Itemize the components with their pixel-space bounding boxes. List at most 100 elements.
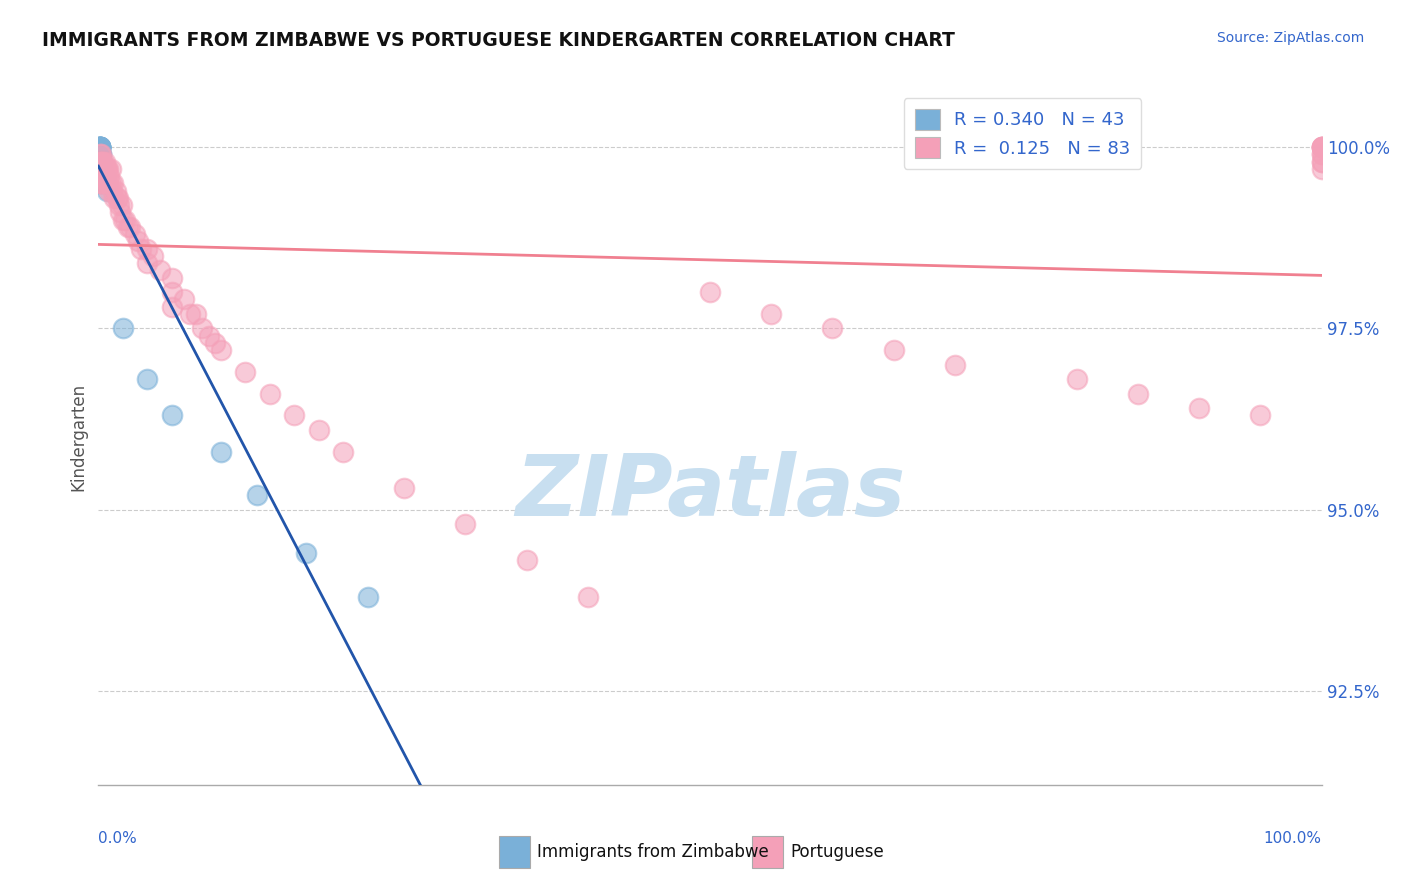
- Point: [1310, 140, 1333, 154]
- Point: [1310, 140, 1333, 154]
- Point: [89, 140, 111, 154]
- Text: 0.0%: 0.0%: [98, 831, 138, 847]
- Point: [821, 321, 844, 335]
- Point: [89, 169, 111, 184]
- Point: [107, 191, 129, 205]
- Point: [454, 517, 477, 532]
- Point: [97, 161, 120, 176]
- Point: [89, 147, 111, 161]
- Point: [1310, 147, 1333, 161]
- Point: [209, 444, 232, 458]
- Point: [1310, 154, 1333, 169]
- Point: [90, 161, 112, 176]
- Point: [91, 161, 114, 176]
- Point: [89, 140, 111, 154]
- Point: [111, 198, 134, 212]
- Point: [90, 177, 112, 191]
- Point: [91, 154, 114, 169]
- Point: [90, 154, 112, 169]
- Point: [142, 249, 165, 263]
- Point: [89, 147, 111, 161]
- Point: [233, 365, 256, 379]
- Point: [90, 161, 112, 176]
- Point: [103, 191, 125, 205]
- Point: [129, 242, 152, 256]
- Point: [90, 169, 112, 184]
- Point: [173, 293, 195, 307]
- Point: [209, 343, 232, 358]
- Point: [114, 212, 136, 227]
- Point: [89, 140, 111, 154]
- Point: [98, 169, 121, 184]
- Point: [98, 184, 121, 198]
- Point: [96, 161, 118, 176]
- Point: [246, 488, 269, 502]
- Point: [89, 147, 111, 161]
- Point: [89, 154, 111, 169]
- Point: [392, 481, 416, 495]
- Point: [100, 161, 122, 176]
- Point: [93, 169, 115, 184]
- Point: [89, 147, 111, 161]
- Point: [108, 198, 131, 212]
- Point: [1066, 372, 1088, 386]
- Point: [204, 335, 226, 350]
- Point: [89, 177, 111, 191]
- Point: [186, 307, 208, 321]
- Point: [93, 154, 115, 169]
- Point: [1310, 140, 1333, 154]
- Text: 100.0%: 100.0%: [1264, 831, 1322, 847]
- Point: [761, 307, 783, 321]
- Point: [89, 161, 111, 176]
- Point: [356, 590, 378, 604]
- Point: [89, 140, 111, 154]
- Point: [160, 300, 183, 314]
- Point: [89, 154, 111, 169]
- Point: [1310, 154, 1333, 169]
- Point: [91, 154, 114, 169]
- Point: [90, 147, 112, 161]
- Text: ZIPatlas: ZIPatlas: [515, 451, 905, 534]
- Point: [90, 147, 112, 161]
- Point: [93, 177, 115, 191]
- Point: [91, 169, 114, 184]
- Point: [136, 242, 159, 256]
- Point: [117, 219, 139, 234]
- Text: Source: ZipAtlas.com: Source: ZipAtlas.com: [1216, 31, 1364, 45]
- Point: [160, 270, 183, 285]
- Point: [943, 358, 966, 372]
- Point: [308, 423, 330, 437]
- Point: [576, 590, 599, 604]
- Point: [160, 285, 183, 300]
- Point: [883, 343, 905, 358]
- Point: [1310, 147, 1333, 161]
- Point: [699, 285, 721, 300]
- Text: IMMIGRANTS FROM ZIMBABWE VS PORTUGUESE KINDERGARTEN CORRELATION CHART: IMMIGRANTS FROM ZIMBABWE VS PORTUGUESE K…: [42, 31, 955, 50]
- Point: [91, 169, 114, 184]
- FancyBboxPatch shape: [499, 836, 530, 868]
- Point: [91, 169, 114, 184]
- Text: Portuguese: Portuguese: [790, 843, 884, 861]
- Point: [89, 154, 111, 169]
- Point: [89, 169, 111, 184]
- Point: [93, 169, 115, 184]
- Point: [90, 147, 112, 161]
- Point: [295, 546, 318, 560]
- Point: [90, 154, 112, 169]
- Point: [197, 328, 219, 343]
- Point: [90, 161, 112, 176]
- Point: [120, 219, 142, 234]
- Point: [1249, 409, 1271, 423]
- Point: [96, 177, 118, 191]
- Text: Immigrants from Zimbabwe: Immigrants from Zimbabwe: [537, 843, 769, 861]
- Point: [283, 409, 305, 423]
- Point: [1188, 401, 1211, 416]
- Point: [515, 553, 537, 567]
- Point: [89, 140, 111, 154]
- Point: [91, 177, 114, 191]
- Point: [149, 263, 172, 277]
- Point: [91, 161, 114, 176]
- Point: [105, 191, 128, 205]
- Point: [1310, 140, 1333, 154]
- Point: [104, 184, 127, 198]
